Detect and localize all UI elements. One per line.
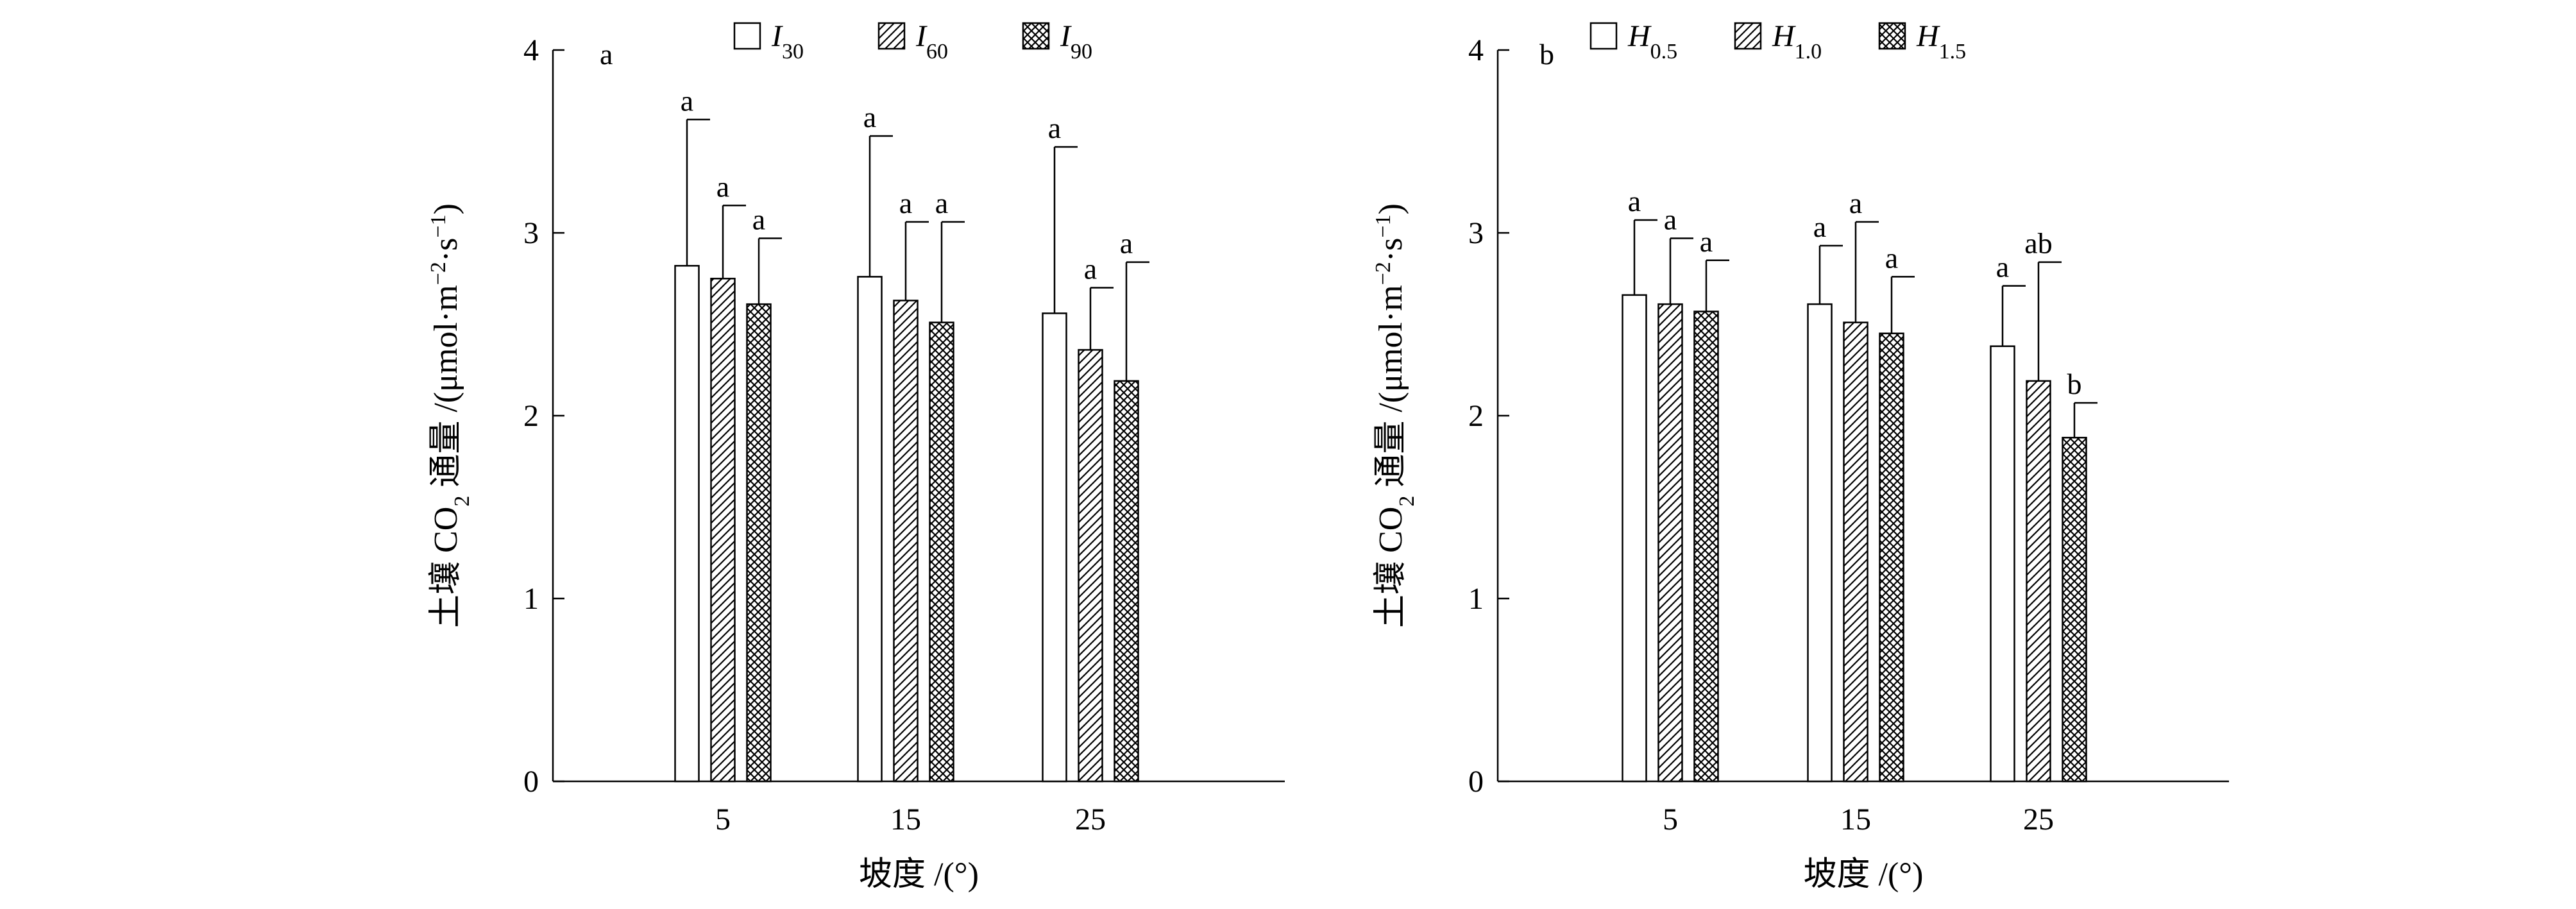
legend-swatch xyxy=(1589,22,1618,50)
bar-I90-15 xyxy=(929,321,954,783)
bar-I30-25 xyxy=(1042,312,1067,783)
significance-letter: a xyxy=(1700,225,1713,258)
significance-letter: a xyxy=(899,187,912,219)
bar-H0.5-15 xyxy=(1807,303,1833,783)
significance-letter: a xyxy=(716,170,729,203)
bar-H1.0-25 xyxy=(2026,380,2051,783)
significance-letter: a xyxy=(1120,227,1133,260)
bar-H1.0-5 xyxy=(1657,303,1683,783)
chart-panel-a: 0 1 2 3 4 5 15 25 a 坡度 /(°) 土壤 CO2 通量 /(μmol·m−2·s… xyxy=(427,19,1285,893)
legend-label: I90 xyxy=(1060,19,1092,64)
x-tick-label: 15 xyxy=(890,803,921,837)
chart-panel-b: 0 1 2 3 4 5 15 25 b 坡度 /(°) 土壤 CO2 通量 /(μmol·m−2·s… xyxy=(1371,19,2229,893)
significance-letter: a xyxy=(1628,185,1641,217)
y-tick-label: 4 xyxy=(523,33,539,67)
significance-letter: a xyxy=(681,84,693,117)
significance-letter: a xyxy=(1885,241,1898,274)
legend-label: H1.5 xyxy=(1916,19,1966,64)
bar-I90-5 xyxy=(746,303,772,783)
y-tick-label: 3 xyxy=(1468,216,1484,250)
y-axis-title: 土壤 CO2 通量 /(μmol·m−2·s−1) xyxy=(1371,203,1419,628)
legend: H0.5 H1.0 H1.5 xyxy=(1589,19,1966,64)
bar-I30-15 xyxy=(857,276,883,783)
legend-swatch xyxy=(877,22,906,50)
y-tick-label: 2 xyxy=(523,399,539,433)
legend-swatch xyxy=(1878,22,1906,50)
significance-letter: a xyxy=(1849,187,1862,219)
significance-letter: b xyxy=(2067,368,2082,400)
legend-label: I60 xyxy=(915,19,948,64)
legend-swatch xyxy=(1734,22,1762,50)
bar-I30-5 xyxy=(674,265,700,783)
y-tick-label: 2 xyxy=(1468,399,1484,433)
x-tick-label: 5 xyxy=(1663,803,1678,837)
legend-swatch xyxy=(733,22,761,50)
x-tick-label: 25 xyxy=(2023,803,2054,837)
legend-swatch xyxy=(1022,22,1050,50)
legend-label: H0.5 xyxy=(1627,19,1677,64)
bar-I60-25 xyxy=(1078,349,1103,783)
y-tick-label: 4 xyxy=(1468,33,1484,67)
legend: I30 I60 I90 xyxy=(733,19,1092,64)
x-tick-label: 5 xyxy=(715,803,731,837)
bar-H0.5-5 xyxy=(1622,294,1647,783)
significance-letter: a xyxy=(1813,210,1826,243)
y-tick-label: 1 xyxy=(523,582,539,616)
significance-letter: a xyxy=(1996,251,2009,284)
bar-H1.5-15 xyxy=(1879,332,1904,783)
bar-H0.5-25 xyxy=(1990,345,2015,783)
legend-label: I30 xyxy=(771,19,804,64)
significance-letter: a xyxy=(1084,253,1097,285)
panel-label: b xyxy=(1539,38,1554,71)
y-tick-label: 3 xyxy=(523,216,539,250)
x-tick-label: 15 xyxy=(1840,803,1871,837)
significance-letter: a xyxy=(935,187,948,219)
significance-letter: a xyxy=(752,203,765,236)
x-axis-title: 坡度 /(°) xyxy=(859,856,979,893)
y-tick-label: 0 xyxy=(523,765,539,799)
bar-I60-15 xyxy=(893,300,919,783)
x-axis-title: 坡度 /(°) xyxy=(1804,856,1924,893)
y-tick-label: 1 xyxy=(1468,582,1484,616)
y-tick-label: 0 xyxy=(1468,765,1484,799)
y-axis-title: 土壤 CO2 通量 /(μmol·m−2·s−1) xyxy=(427,203,474,628)
panel-label: a xyxy=(600,38,613,71)
x-tick-label: 25 xyxy=(1075,803,1106,837)
bar-I90-25 xyxy=(1114,380,1139,783)
significance-letter: ab xyxy=(2024,227,2052,260)
significance-letter: a xyxy=(1664,203,1677,236)
bar-H1.0-15 xyxy=(1843,321,1868,783)
legend-label: H1.0 xyxy=(1772,19,1822,64)
bar-H1.5-5 xyxy=(1693,310,1719,783)
bar-I60-5 xyxy=(710,278,736,783)
bar-H1.5-25 xyxy=(2062,436,2087,783)
significance-letter: a xyxy=(863,101,876,133)
significance-letter: a xyxy=(1048,112,1061,144)
